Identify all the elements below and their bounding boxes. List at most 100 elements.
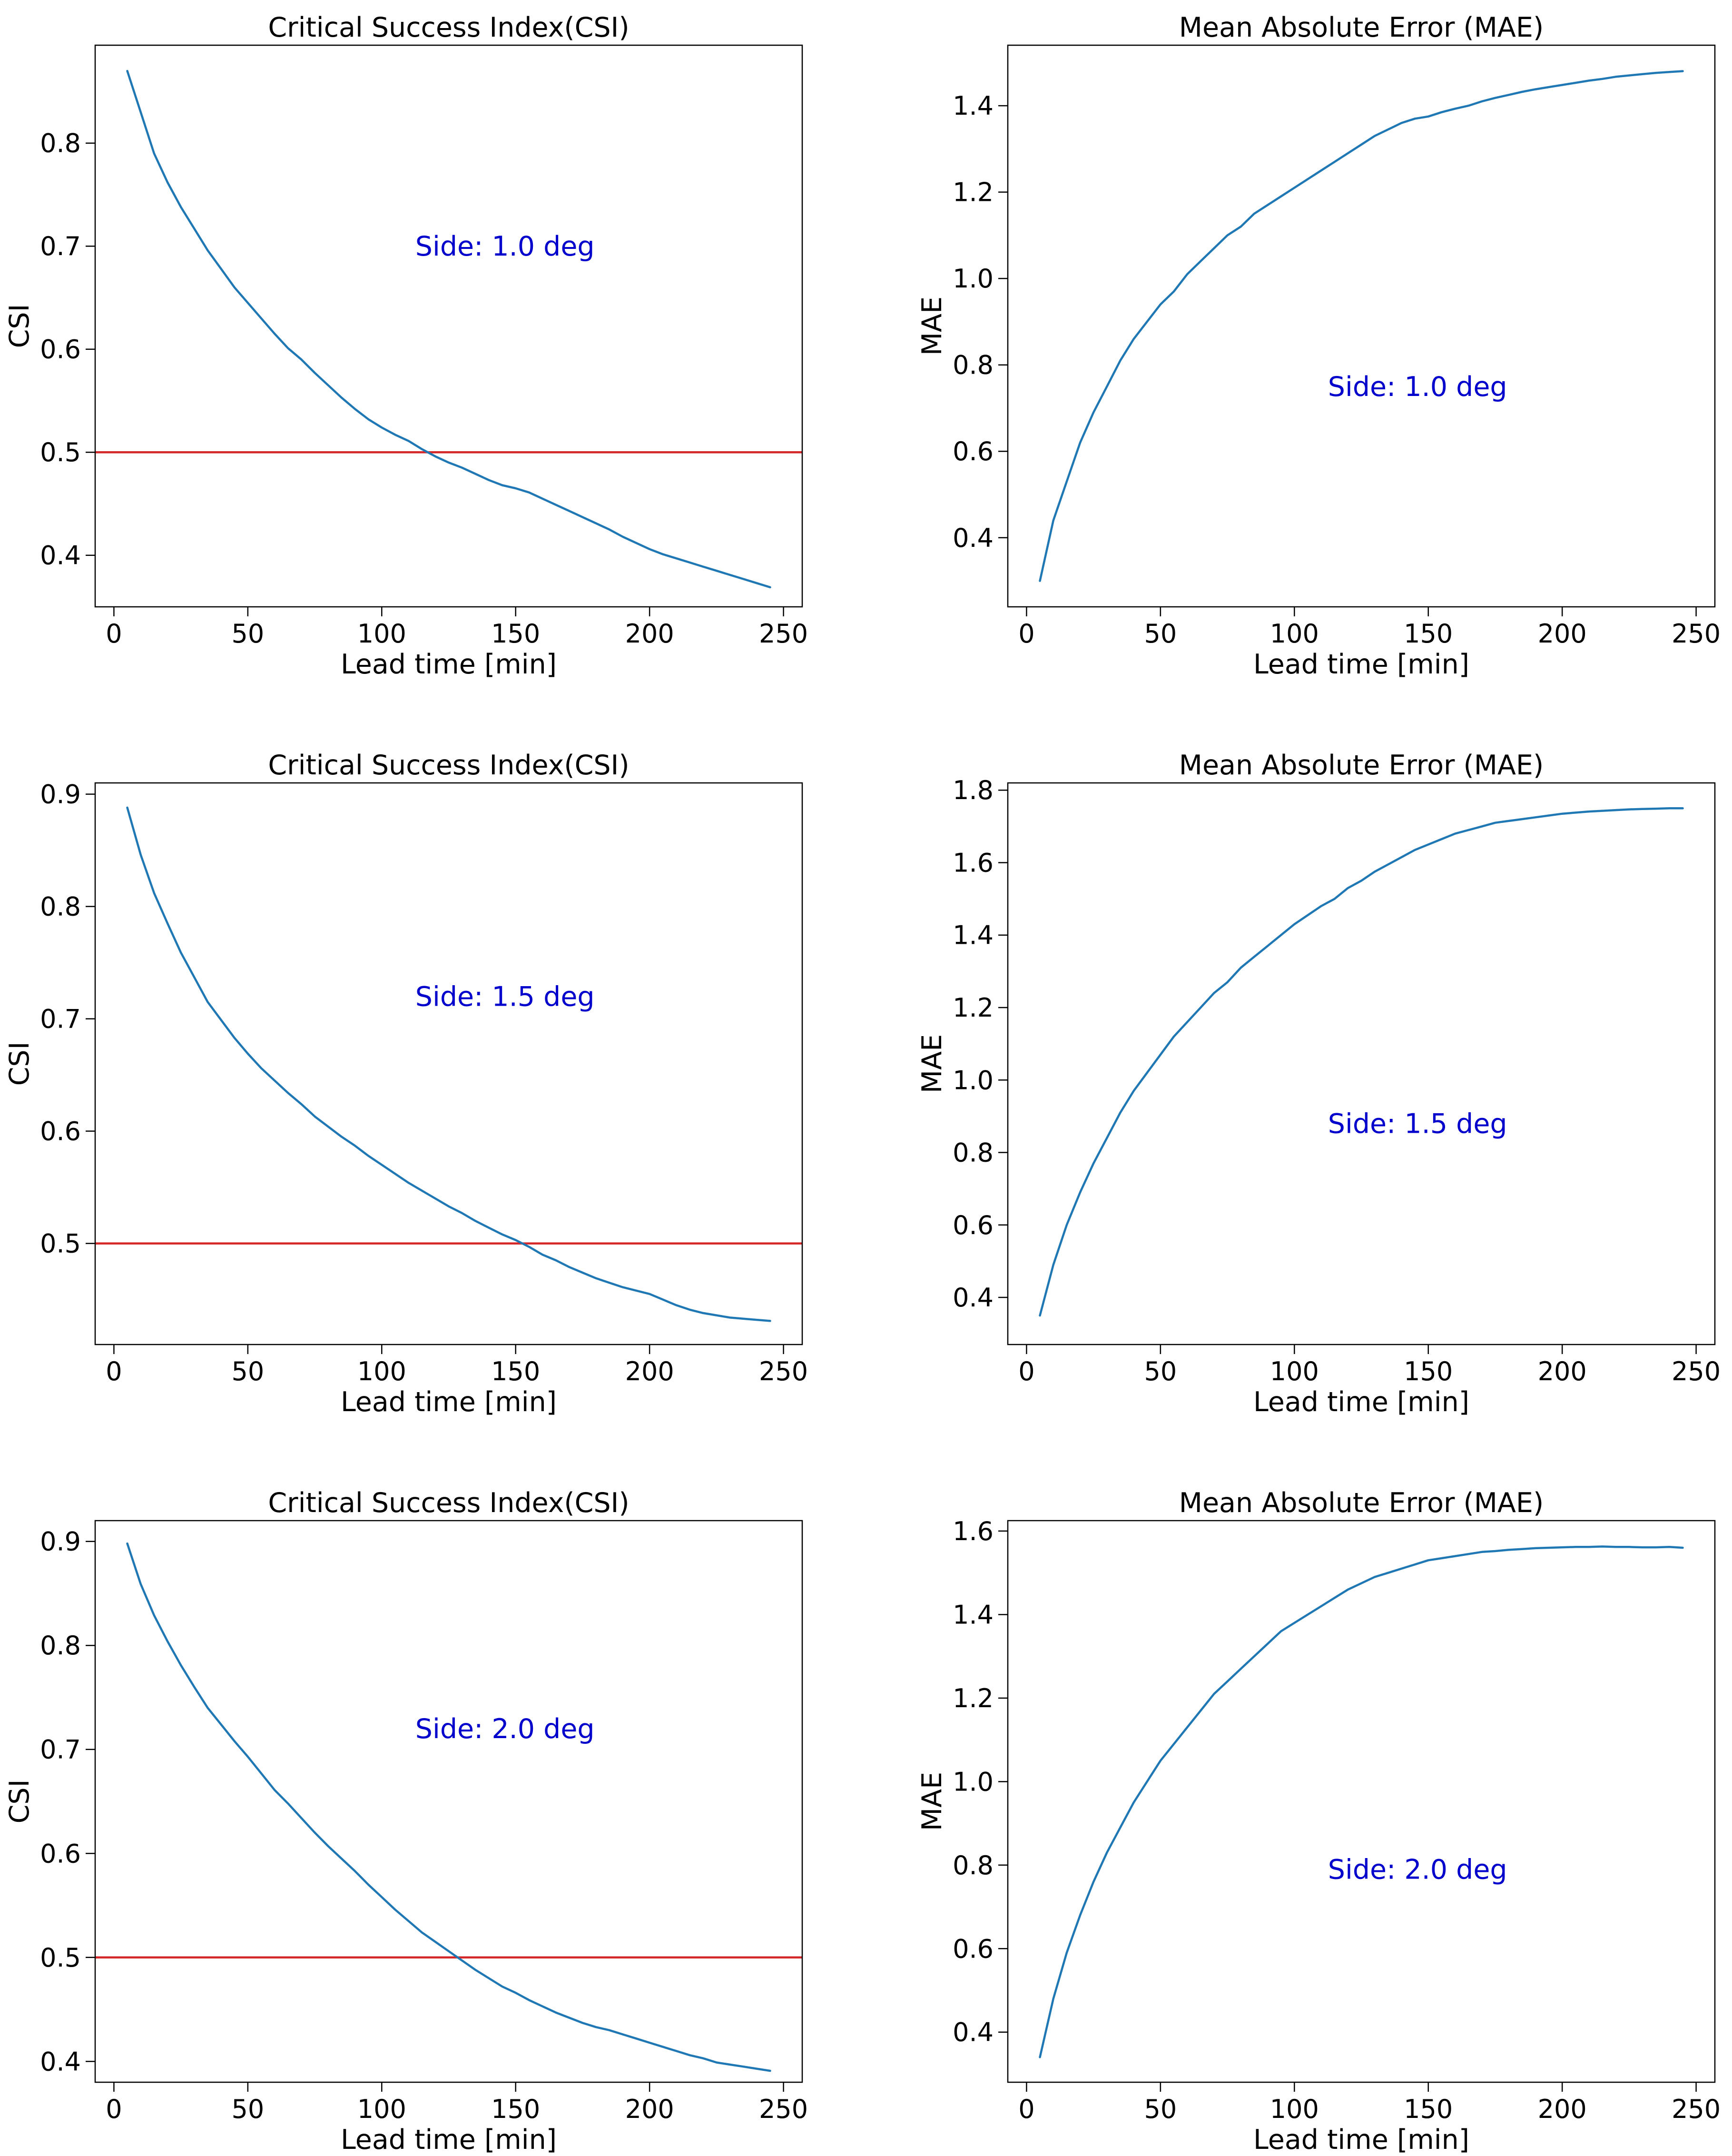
- x-tick-label: 0: [1018, 619, 1034, 649]
- chart-title: Mean Absolute Error (MAE): [1179, 750, 1544, 781]
- x-tick-label: 150: [491, 1356, 540, 1386]
- x-tick-label: 0: [1018, 1356, 1034, 1386]
- y-tick-label: 0.4: [953, 2018, 994, 2047]
- y-axis-label: CSI: [4, 1780, 35, 1824]
- chart-panel-4: 0 50 100 150 200 250 0.4 0.6 0.8 1.0 1.2 1.4 1.6 1.8 M…: [916, 750, 1721, 1418]
- x-tick-label: 100: [1270, 2094, 1319, 2124]
- y-tick-label: 0.5: [40, 1943, 81, 1973]
- x-tick-label: 50: [1144, 619, 1177, 649]
- chart-panel-3: 0 50 100 150 200 250 0.5 0.6 0.7 0.8 0.9 Critical S…: [4, 750, 808, 1418]
- y-tick-label: 1.4: [953, 1600, 994, 1630]
- chart-panel-2: 0 50 100 150 200 250 0.4 0.6 0.8 1.0 1.2 1.4 Mean Ab…: [916, 12, 1721, 680]
- plot-frame: [1007, 1520, 1716, 2083]
- y-tick-label: 0.5: [40, 437, 81, 467]
- x-tick-label: 50: [1144, 1356, 1177, 1386]
- y-tick-label: 1.8: [953, 775, 994, 805]
- x-tick-label: 200: [1538, 619, 1587, 649]
- plot-frame: [94, 1520, 803, 2083]
- x-tick-label: 100: [1270, 619, 1319, 649]
- y-axis-label: CSI: [4, 304, 35, 348]
- x-tick-label: 100: [357, 619, 406, 649]
- data-series-line: [126, 806, 771, 1322]
- y-tick-label: 0.5: [40, 1229, 81, 1259]
- y-tick-label: 0.6: [953, 1934, 994, 1964]
- x-tick-label: 0: [106, 1356, 122, 1386]
- x-tick-label: 200: [625, 619, 674, 649]
- y-tick-label: 1.6: [953, 1516, 994, 1546]
- data-series-line: [1039, 70, 1684, 582]
- y-tick-label: 0.6: [40, 1839, 81, 1869]
- y-tick-label: 0.6: [40, 1117, 81, 1147]
- chart-panel-1: 0 50 100 150 200 250 0.4 0.5 0.6 0.7 0.8 Critical S…: [4, 12, 808, 680]
- x-tick-label: 150: [1404, 2094, 1453, 2124]
- side-annotation: Side: 2.0 deg: [1328, 1854, 1507, 1886]
- y-tick-label: 1.2: [953, 1683, 994, 1713]
- y-tick-label: 0.4: [40, 2047, 81, 2077]
- y-tick-label: 0.8: [953, 1850, 994, 1880]
- side-annotation: Side: 1.5 deg: [415, 981, 595, 1012]
- y-tick-label: 1.4: [953, 91, 994, 121]
- x-axis-label: Lead time [min]: [1253, 649, 1469, 680]
- chart-title: Critical Success Index(CSI): [268, 750, 629, 781]
- x-axis-label: Lead time [min]: [341, 1386, 557, 1418]
- y-tick-label: 0.6: [953, 436, 994, 466]
- x-tick-label: 100: [357, 1356, 406, 1386]
- y-tick-label: 1.2: [953, 993, 994, 1023]
- plot-frame: [94, 782, 803, 1345]
- x-tick-label: 250: [759, 2094, 808, 2124]
- y-tick-label: 1.0: [953, 1767, 994, 1797]
- plot-frame: [94, 44, 803, 608]
- chart-title: Critical Success Index(CSI): [268, 1487, 629, 1519]
- x-tick-label: 0: [106, 619, 122, 649]
- chart-panel-5: 0 50 100 150 200 250 0.4 0.5 0.6 0.7 0.8 0.9 Critica…: [4, 1487, 808, 2156]
- x-tick-label: 250: [1672, 1356, 1721, 1386]
- y-tick-label: 0.8: [40, 892, 81, 922]
- plot-frame: [1007, 44, 1716, 608]
- y-tick-label: 0.9: [40, 780, 81, 810]
- y-axis-label: MAE: [916, 297, 948, 356]
- plot-frame: [1007, 782, 1716, 1345]
- x-tick-label: 200: [1538, 1356, 1587, 1386]
- y-tick-label: 0.7: [40, 1735, 81, 1765]
- y-tick-label: 0.7: [40, 231, 81, 261]
- y-tick-label: 1.0: [953, 1065, 994, 1095]
- x-tick-label: 150: [491, 619, 540, 649]
- x-tick-label: 100: [357, 2094, 406, 2124]
- y-tick-label: 0.8: [40, 129, 81, 158]
- data-series-line: [126, 1542, 771, 2072]
- x-tick-label: 250: [1672, 619, 1721, 649]
- y-tick-label: 0.7: [40, 1004, 81, 1034]
- chart-title: Critical Success Index(CSI): [268, 12, 629, 43]
- side-annotation: Side: 1.0 deg: [1328, 371, 1507, 403]
- chart-title: Mean Absolute Error (MAE): [1179, 12, 1544, 43]
- y-axis-label: MAE: [916, 1772, 948, 1831]
- y-tick-label: 0.4: [40, 541, 81, 571]
- x-tick-label: 0: [106, 2094, 122, 2124]
- y-tick-label: 1.2: [953, 178, 994, 208]
- x-tick-label: 150: [1404, 619, 1453, 649]
- y-tick-label: 1.6: [953, 848, 994, 878]
- y-tick-label: 0.8: [40, 1631, 81, 1661]
- y-tick-label: 0.6: [953, 1210, 994, 1240]
- x-tick-label: 50: [231, 619, 264, 649]
- data-series-line: [1039, 807, 1684, 1317]
- y-axis-label: CSI: [4, 1042, 35, 1086]
- y-tick-label: 0.6: [40, 335, 81, 365]
- chart-title: Mean Absolute Error (MAE): [1179, 1487, 1544, 1519]
- x-axis-label: Lead time [min]: [341, 649, 557, 680]
- x-tick-label: 200: [625, 1356, 674, 1386]
- x-tick-label: 250: [1672, 2094, 1721, 2124]
- side-annotation: Side: 1.5 deg: [1328, 1108, 1507, 1140]
- y-tick-label: 1.4: [953, 920, 994, 950]
- x-tick-label: 50: [231, 2094, 264, 2124]
- y-tick-label: 0.4: [953, 1283, 994, 1313]
- data-series-line: [126, 69, 771, 589]
- x-tick-label: 250: [759, 619, 808, 649]
- x-axis-label: Lead time [min]: [1253, 1386, 1469, 1418]
- y-tick-label: 0.8: [953, 1138, 994, 1168]
- x-tick-label: 200: [625, 2094, 674, 2124]
- y-tick-label: 1.0: [953, 264, 994, 294]
- x-tick-label: 50: [1144, 2094, 1177, 2124]
